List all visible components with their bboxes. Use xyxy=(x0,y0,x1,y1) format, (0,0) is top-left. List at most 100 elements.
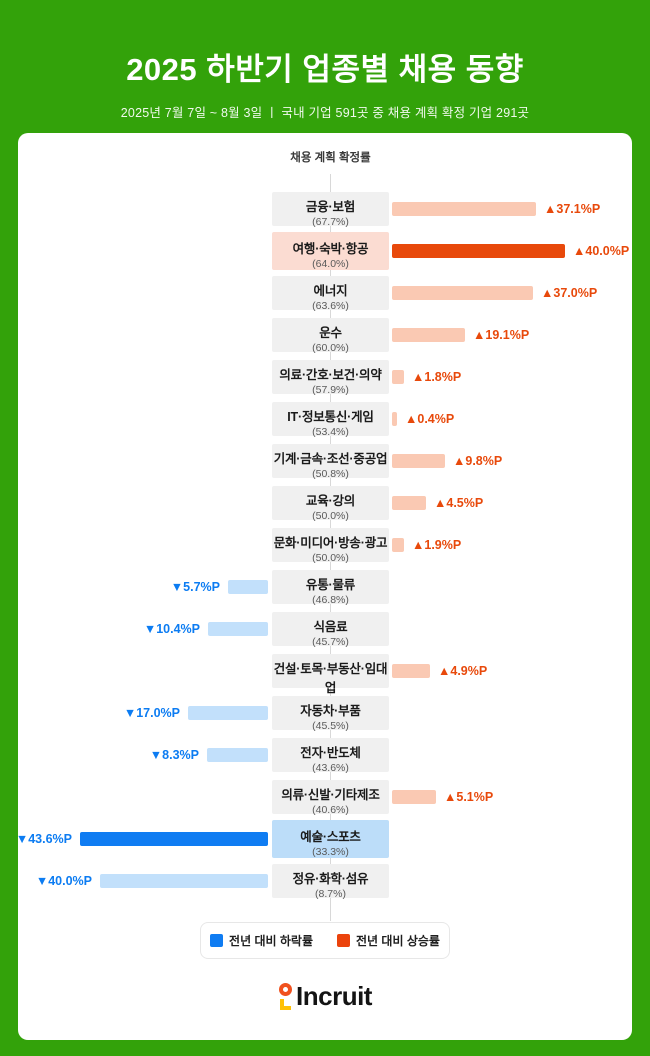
legend-swatch-up-icon xyxy=(337,934,350,947)
change-bar xyxy=(188,706,268,720)
category-name: 유통·물류 xyxy=(305,578,356,592)
change-bar xyxy=(208,622,268,636)
category-name: 전자·반도체 xyxy=(300,746,361,760)
category-box: 에너지 (63.6%) xyxy=(272,276,389,312)
change-bar xyxy=(207,748,268,762)
chart-row: ▲40.0%P 여행·숙박·항공 (64.0%) xyxy=(18,230,632,272)
chart-row: ▼8.3%P 전자·반도체 (43.6%) xyxy=(18,734,632,776)
chart-row: ▲4.5%P 교육·강의 (50.0%) xyxy=(18,482,632,524)
footer: Incruit xyxy=(18,981,632,1012)
change-value-label: ▲19.1%P xyxy=(473,328,530,342)
logo-text: Incruit xyxy=(296,981,372,1011)
chart-row: ▼40.0%P 정유·화학·섬유 (8.7%) xyxy=(18,860,632,902)
change-bar xyxy=(80,832,268,846)
category-box: 자동차·부품 (45.5%) xyxy=(272,696,389,732)
legend-swatch-down-icon xyxy=(210,934,224,947)
category-rate: (67.7%) xyxy=(312,216,349,228)
category-box: 의료·간호·보건·의약 (57.9%) xyxy=(272,360,389,396)
chart-row: ▼10.4%P 식음료 (45.7%) xyxy=(18,608,632,650)
incruit-logo: Incruit xyxy=(278,981,372,1012)
page-header: 2025 하반기 업종별 채용 동향 2025년 7월 7일 ~ 8월 3일 ㅣ… xyxy=(0,0,650,133)
axis-label: 채용 계획 확정률 xyxy=(290,152,371,164)
legend-label-up: 전년 대비 상승률 xyxy=(356,934,440,948)
category-rate: (50.0%) xyxy=(312,510,349,522)
change-bar xyxy=(392,664,430,678)
category-box: 문화·미디어·방송·광고 (50.0%) xyxy=(272,528,389,564)
change-bar xyxy=(228,580,268,594)
change-value-label: ▲40.0%P xyxy=(573,244,630,258)
change-value-label: ▲1.8%P xyxy=(412,370,462,384)
category-name: 정유·화학·섬유 xyxy=(292,872,369,886)
page-subtitle: 2025년 7월 7일 ~ 8월 3일 ㅣ 국내 기업 591곳 중 채용 계획… xyxy=(120,106,530,120)
category-box: 유통·물류 (46.8%) xyxy=(272,570,389,606)
category-rate: (43.6%) xyxy=(312,762,349,774)
change-bar xyxy=(392,328,465,342)
category-name: 문화·미디어·방송·광고 xyxy=(273,536,388,550)
chart-row: ▲37.0%P 에너지 (63.6%) xyxy=(18,272,632,314)
category-name: 의류·신발·기타제조 xyxy=(281,788,380,802)
category-box: 전자·반도체 (43.6%) xyxy=(272,738,389,774)
change-value-label: ▲4.5%P xyxy=(434,496,484,510)
category-box: 금융·보험 (67.7%) xyxy=(272,192,389,228)
change-value-label: ▲37.0%P xyxy=(541,286,598,300)
change-bar xyxy=(392,370,404,384)
change-value-label: ▲9.8%P xyxy=(453,454,503,468)
category-name: 예술·스포츠 xyxy=(300,830,361,844)
change-value-label: ▼40.0%P xyxy=(35,874,92,888)
change-value-label: ▲5.1%P xyxy=(444,790,494,804)
chart-rows: ▲37.1%P 금융·보험 (67.7%) ▲40.0%P 여행·숙박·항공 (64.0%… xyxy=(15,133,632,921)
category-name: 기계·금속·조선·중공업 xyxy=(273,452,388,466)
category-rate: (50.8%) xyxy=(312,468,349,480)
category-rate: (8.7%) xyxy=(315,888,346,900)
category-box: 건설·토목·부동산·임대업(45.6%) xyxy=(272,654,389,709)
category-rate: (60.0%) xyxy=(312,342,349,354)
chart-row: ▲1.8%P 의료·간호·보건·의약 (57.9%) xyxy=(18,356,632,398)
change-bar xyxy=(392,496,426,510)
chart-row: ▲0.4%P IT·정보통신·게임 (53.4%) xyxy=(18,398,632,440)
category-rate: (64.0%) xyxy=(312,258,349,270)
category-box: 정유·화학·섬유 (8.7%) xyxy=(272,864,389,900)
change-bar xyxy=(392,202,536,216)
category-rate: (57.9%) xyxy=(312,384,349,396)
change-bar xyxy=(392,244,565,258)
chart-row: ▲5.1%P 의류·신발·기타제조 (40.6%) xyxy=(18,776,632,818)
category-box: 교육·강의 (50.0%) xyxy=(272,486,389,522)
change-bar xyxy=(392,790,436,804)
change-bar xyxy=(392,454,445,468)
logo-nieun-icon xyxy=(280,998,292,1010)
change-value-label: ▲1.9%P xyxy=(412,538,462,552)
category-name: 자동차·부품 xyxy=(300,704,361,718)
category-rate: (50.0%) xyxy=(312,552,349,564)
chart-row: ▲19.1%P 운수 (60.0%) xyxy=(18,314,632,356)
change-bar xyxy=(392,286,533,300)
category-box: 식음료 (45.7%) xyxy=(272,612,389,648)
legend-label-down: 전년 대비 하락률 xyxy=(229,934,313,948)
change-value-label: ▼5.7%P xyxy=(170,580,220,594)
legend-item-up: 전년 대비 상승률 xyxy=(337,932,440,949)
category-name: 의료·간호·보건·의약 xyxy=(279,368,382,382)
category-rate: (45.7%) xyxy=(312,636,349,648)
category-rate: (40.6%) xyxy=(312,804,349,816)
category-rate: (46.8%) xyxy=(312,594,349,606)
chart-row: ▼5.7%P 유통·물류 (46.8%) xyxy=(18,566,632,608)
category-box: 예술·스포츠 (33.3%) xyxy=(272,820,389,858)
chart-row: ▲1.9%P 문화·미디어·방송·광고 (50.0%) xyxy=(18,524,632,566)
category-rate: (45.5%) xyxy=(312,720,349,732)
change-bar xyxy=(392,538,404,552)
change-value-label: ▼8.3%P xyxy=(149,748,199,762)
category-box: 운수 (60.0%) xyxy=(272,318,389,354)
legend: 전년 대비 하락률 전년 대비 상승률 xyxy=(200,922,450,959)
chart-row: ▲4.9%P 건설·토목·부동산·임대업(45.6%) xyxy=(18,650,632,709)
category-name: 식음료 xyxy=(313,620,348,634)
legend-item-down: 전년 대비 하락률 xyxy=(210,932,313,949)
change-bar xyxy=(100,874,268,888)
category-name: 여행·숙박·항공 xyxy=(292,242,369,256)
chart-row: ▼17.0%P 자동차·부품 (45.5%) xyxy=(18,692,632,734)
category-rate: (53.4%) xyxy=(312,426,349,438)
change-value-label: ▼10.4%P xyxy=(143,622,200,636)
category-box: 기계·금속·조선·중공업 (50.8%) xyxy=(272,444,389,480)
logo-ring-icon xyxy=(279,982,293,996)
category-rate: (33.3%) xyxy=(312,846,349,858)
change-value-label: ▼43.6%P xyxy=(15,832,72,846)
category-name: 운수 xyxy=(319,326,342,340)
